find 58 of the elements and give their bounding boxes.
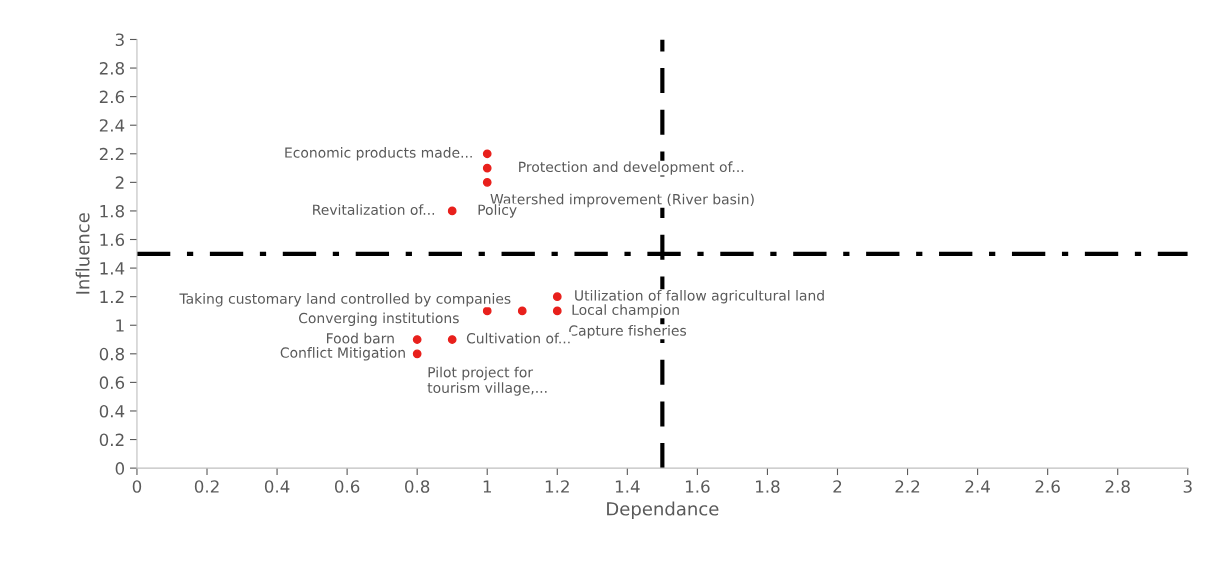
y-tick-label: 0: [115, 462, 125, 475]
point: [482, 177, 492, 187]
x-tick-label: 2.8: [1105, 480, 1130, 493]
x-tick-label: 2: [833, 480, 842, 493]
y-tick-label: 2.8: [99, 62, 125, 75]
x-tick-label: 0.4: [264, 480, 290, 493]
point: [447, 206, 457, 216]
y-axis-title: Influence: [75, 213, 90, 294]
x-tick-label: 1.6: [685, 480, 710, 493]
x-tick-label: 1.2: [545, 480, 569, 493]
point: [552, 292, 562, 302]
x-tick-label: 2.2: [895, 480, 920, 493]
y-tick-label: 0.4: [99, 404, 125, 418]
x-tick-label: 1.8: [756, 480, 780, 493]
annotation: Utilization of fallow agricultural land: [575, 289, 824, 304]
x-tick-label: 1: [483, 480, 491, 493]
annotation: Local champion: [572, 304, 679, 318]
y-tick-label: 2.6: [99, 90, 125, 104]
point: [412, 335, 422, 344]
y-tick-label: 2.4: [99, 119, 125, 132]
x-tick-label: 1.4: [615, 480, 640, 493]
annotation: Conflict Mitigation: [280, 347, 405, 361]
annotation: Protection and development of...: [519, 161, 744, 175]
x-tick-label: 0.2: [194, 480, 219, 493]
point: [482, 149, 492, 159]
point: [552, 306, 562, 316]
x-tick-label: 0: [132, 480, 142, 493]
y-tick-label: 0.8: [99, 347, 125, 361]
point: [447, 335, 457, 344]
x-tick-label: 3: [1183, 480, 1192, 493]
annotation: Cultivation of...: [466, 332, 570, 344]
y-tick-label: 2.2: [99, 147, 124, 161]
annotation: Policy: [478, 204, 517, 218]
y-tick-label: 0.6: [99, 376, 125, 389]
annotation: Pilot project for tourism village,...: [427, 366, 547, 396]
point: [517, 306, 527, 316]
y-tick-label: 3: [115, 33, 124, 47]
y-tick-label: 1.6: [100, 233, 125, 247]
annotation: Revitalization of...: [313, 204, 435, 215]
x-axis-title: Dependance: [607, 501, 719, 520]
x-tick-label: 2.4: [965, 480, 990, 493]
x-tick-label: 0.8: [405, 480, 430, 493]
annotation: Food barn: [327, 332, 394, 344]
annotation: Economic products made...: [285, 147, 472, 161]
y-tick-label: 1.8: [100, 204, 125, 218]
y-tick-label: 2: [115, 176, 124, 189]
y-tick-label: 1.2: [100, 290, 124, 303]
x-tick-label: 0.6: [334, 480, 360, 493]
y-tick-label: 0.2: [99, 433, 124, 447]
point: [482, 163, 492, 173]
y-tick-label: 1: [116, 319, 124, 332]
y-tick-label: 1.4: [100, 262, 125, 275]
annotation: Converging institutions: [299, 312, 459, 327]
point: [482, 306, 492, 316]
point: [412, 349, 422, 359]
x-tick-label: 2.6: [1035, 480, 1060, 493]
annotation: Capture fisheries: [569, 325, 687, 339]
annotation: Taking customary land controlled by companies: [179, 293, 511, 307]
